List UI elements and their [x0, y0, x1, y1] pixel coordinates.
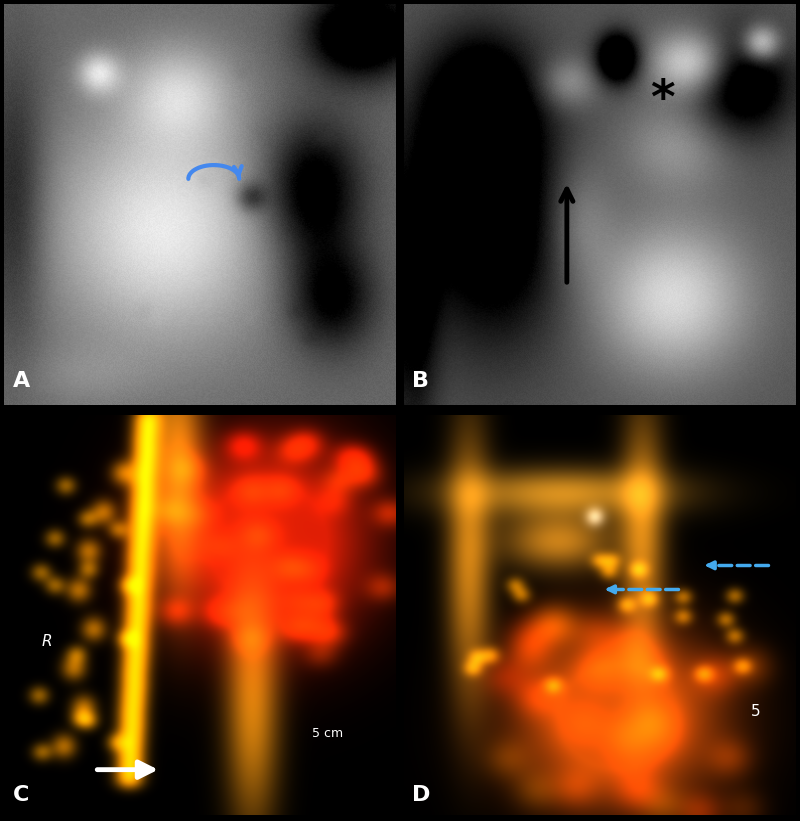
Text: 5 cm: 5 cm [311, 727, 342, 740]
Text: R: R [42, 634, 52, 649]
Text: *: * [650, 78, 675, 123]
Text: A: A [13, 370, 30, 391]
Text: 5: 5 [750, 704, 760, 719]
Text: D: D [413, 785, 430, 805]
Text: C: C [13, 785, 29, 805]
Text: B: B [413, 370, 430, 391]
